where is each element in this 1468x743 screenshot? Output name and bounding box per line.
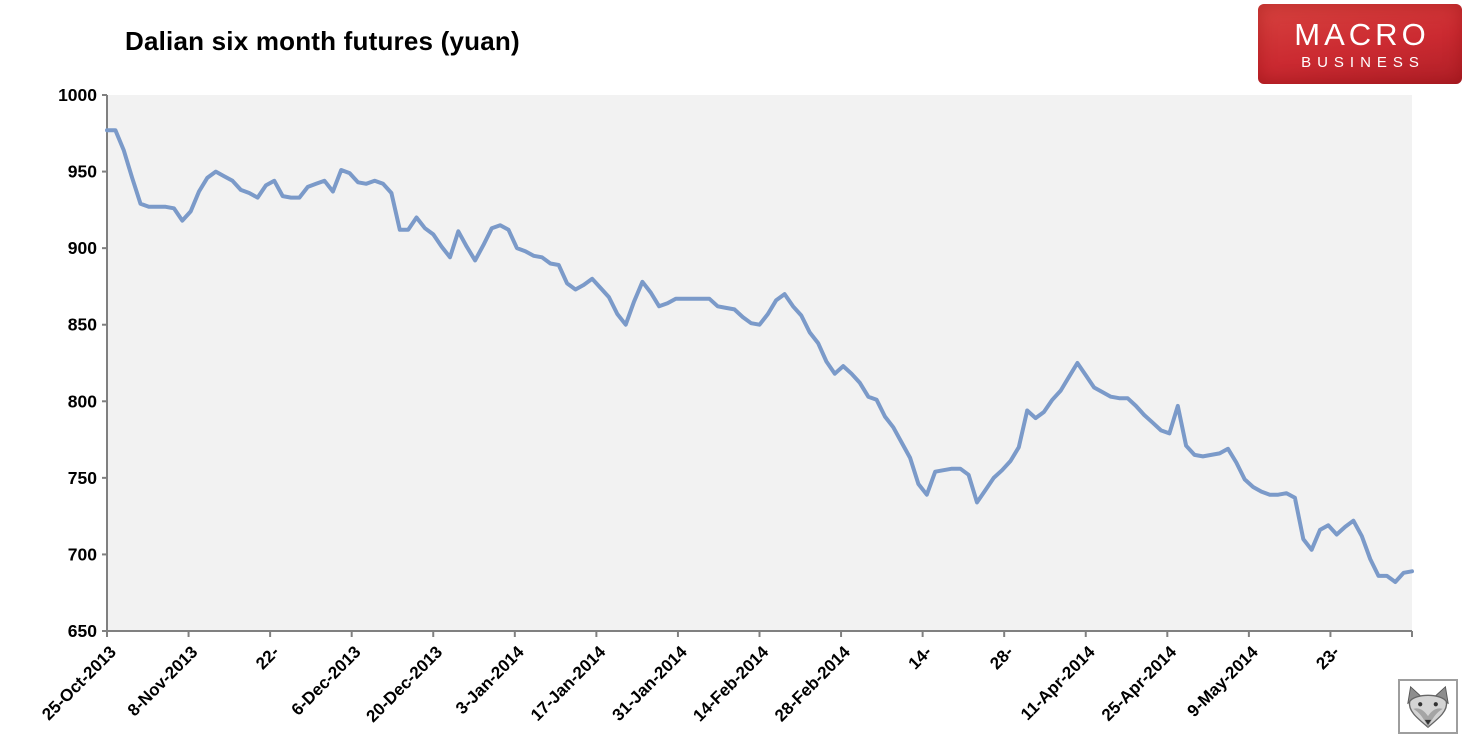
x-tick-label: 28-	[986, 642, 1017, 673]
x-tick-label: 28-Feb-2014	[771, 642, 854, 725]
y-tick-label: 950	[68, 162, 97, 182]
x-tick-label: 14-	[905, 642, 936, 673]
y-tick-label: 650	[68, 621, 97, 641]
price-line	[105, 128, 1414, 584]
x-tick-label: 25-Apr-2014	[1098, 642, 1181, 725]
x-axis: 25-Oct-2013 8-Nov-2013 22- 6-Dec-201320-Dec…	[38, 631, 1413, 726]
x-tick-label: 23-	[1312, 642, 1343, 673]
x-tick-label: 14-Feb-2014	[689, 642, 772, 725]
y-tick-label: 700	[68, 544, 97, 564]
fox-icon	[1407, 685, 1449, 728]
x-tick-label: 17-Jan-2014	[527, 642, 610, 725]
x-tick-label: 20-Dec-2013	[363, 642, 447, 726]
y-tick-label: 800	[68, 391, 97, 411]
macrobusiness-logo-line2: BUSINESS	[1301, 53, 1425, 71]
x-tick-label: 31-Jan-2014	[608, 642, 691, 725]
macrobusiness-logo: MACRO BUSINESS	[1258, 4, 1462, 84]
x-tick-label: 22-	[252, 642, 283, 673]
chart-title: Dalian six month futures (yuan)	[125, 26, 520, 56]
y-tick-label: 850	[68, 315, 97, 335]
x-tick-label: 11-Apr-2014	[1017, 642, 1099, 724]
x-tick-label: 8-Nov-2013	[124, 642, 202, 720]
fox-watermark	[1398, 679, 1458, 734]
y-tick-label: 1000	[58, 85, 97, 105]
macrobusiness-logo-line1: MACRO	[1294, 16, 1430, 52]
x-tick-label: 25-Oct-2013	[38, 642, 120, 724]
x-tick-label: 3-Jan-2014	[452, 642, 528, 718]
plot-area	[107, 95, 1412, 631]
y-tick-label: 900	[68, 238, 97, 258]
x-tick-label: 9-May-2014	[1183, 642, 1262, 721]
y-axis: 1000 950 900 850 800 750 700 650	[58, 85, 107, 641]
x-tick-label: 6-Dec-2013	[288, 642, 365, 719]
y-tick-label: 750	[68, 468, 97, 488]
